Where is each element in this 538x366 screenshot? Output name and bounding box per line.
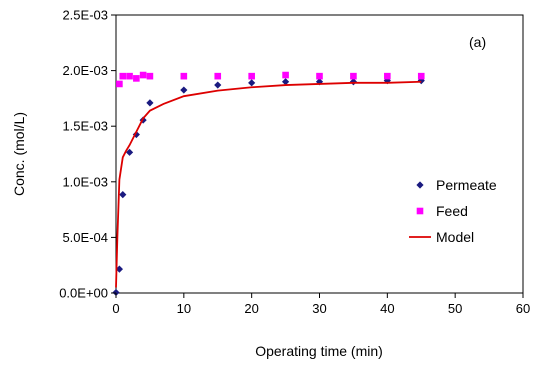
legend-label-feed: Feed [436,203,468,219]
feed-point [139,71,147,79]
x-tick-label: 0 [112,301,119,316]
feed-point [282,71,289,79]
legend: Permeate Feed Model [409,177,497,245]
feed-point [417,72,425,80]
legend-swatch-permeate [416,181,424,189]
x-tick-label: 30 [312,301,326,316]
model-line [115,80,422,288]
y-tick-label: 5.0E-04 [62,230,108,245]
y-tick-label: 2.5E-03 [62,8,108,23]
permeate-point [119,190,127,199]
permeate-point [248,79,256,87]
legend-label-permeate: Permeate [436,177,497,193]
permeate-point [125,148,134,156]
feed-point [316,72,323,80]
feed-series [116,71,425,88]
feed-point [384,72,391,80]
legend-item-feed: Feed [416,203,468,219]
feed-point [146,72,154,80]
y-tick-label: 1.5E-03 [62,119,108,134]
feed-point [119,72,127,80]
feed-point [116,80,123,88]
legend-item-permeate: Permeate [416,177,497,193]
x-tick-label: 60 [516,301,530,316]
x-tick-label: 10 [177,301,191,316]
legend-label-model: Model [436,229,474,245]
permeate-point [112,288,120,297]
feed-point [350,72,357,80]
x-tick-label: 50 [448,301,462,316]
legend-swatch-feed [416,207,424,215]
y-tick-label: 2.0E-03 [62,63,108,78]
y-tick-label: 0.0E+00 [59,286,108,301]
y-tick-label: 1.0E-03 [62,174,108,189]
panel-label: (a) [469,34,486,50]
permeate-point [115,265,123,273]
series-layer [112,71,425,297]
legend-item-model: Model [409,229,474,245]
feed-point [180,72,188,80]
tick-layer: 0 10 20 30 40 50 60 0.0E+00 5.0E-04 1.0E-03 1.5E-0… [59,8,530,317]
feed-point [126,72,133,80]
x-tick-label: 20 [244,301,258,316]
permeate-point [146,99,154,107]
permeate-point [214,81,222,89]
feed-point [248,72,255,80]
x-axis-title: Operating time (min) [255,343,383,359]
x-tick-label: 40 [380,301,394,316]
feed-point [133,75,140,82]
feed-point [214,72,222,80]
permeate-point [383,77,391,85]
permeate-point [349,78,358,86]
y-axis-title: Conc. (mol/L) [11,112,27,196]
permeate-point [281,78,290,86]
permeate-point [180,86,188,94]
